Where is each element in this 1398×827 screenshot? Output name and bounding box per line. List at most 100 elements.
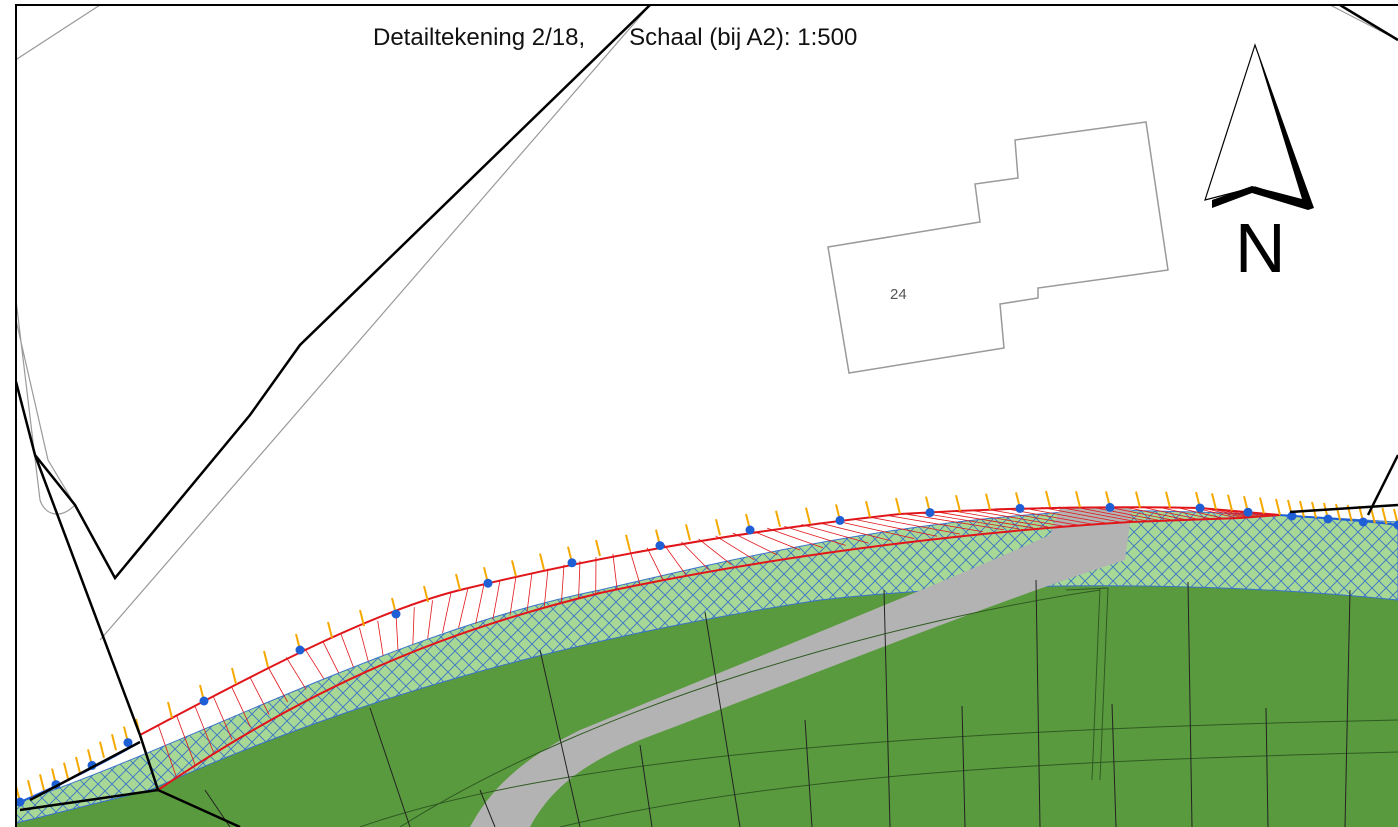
hatch-line <box>767 527 823 549</box>
survey-point <box>925 508 935 518</box>
hatch-line <box>427 600 433 639</box>
survey-point <box>1015 503 1025 513</box>
project-area <box>138 506 1281 792</box>
survey-point <box>16 797 25 807</box>
hatch-line <box>835 520 915 539</box>
hatch-line <box>1178 507 1225 519</box>
survey-point <box>567 558 577 568</box>
survey-point <box>199 696 209 706</box>
tick-mark <box>1335 503 1341 521</box>
tick-mark <box>327 621 333 639</box>
road <box>470 508 1132 827</box>
survey-point <box>1287 511 1297 521</box>
hatch-line <box>157 725 177 778</box>
hatch-line <box>377 620 384 656</box>
hatch-line <box>492 580 501 620</box>
tick-mark <box>685 524 691 541</box>
tick-mark <box>359 609 365 627</box>
hatch-line <box>322 641 339 674</box>
tick-mark <box>1259 497 1265 514</box>
survey-point <box>295 645 305 655</box>
tick-mark <box>423 585 429 603</box>
hatch-line <box>715 535 755 561</box>
hatch-line <box>1161 507 1212 520</box>
survey-point <box>835 515 845 525</box>
tick-mark <box>985 493 991 511</box>
hatch-line <box>852 518 938 537</box>
survey-point <box>745 525 755 535</box>
hatch-line <box>578 560 581 599</box>
survey-point <box>655 541 665 551</box>
hatch-line <box>732 532 778 556</box>
survey-point <box>391 609 401 619</box>
tick-mark <box>1275 498 1281 516</box>
tick-mark <box>715 518 721 536</box>
hatch-line <box>749 529 801 551</box>
hatch-line <box>938 511 1034 529</box>
hatch-line <box>681 541 709 570</box>
survey-point <box>483 578 493 588</box>
hatch-line <box>629 550 641 585</box>
hatch-line <box>543 568 549 607</box>
hatch-line <box>972 510 1064 527</box>
hatch-line <box>176 715 196 765</box>
hatch-line <box>801 524 869 544</box>
hatch-line <box>698 538 732 566</box>
survey-points <box>16 502 1398 807</box>
hatch-line <box>1205 508 1243 519</box>
tick-mark <box>263 650 269 668</box>
tick-mark <box>1381 507 1388 525</box>
hatch-line <box>475 584 485 624</box>
hatch-line <box>194 705 214 753</box>
tick-mark <box>1211 493 1217 510</box>
tick-mark <box>1299 500 1305 518</box>
tick-mark <box>1227 494 1233 512</box>
tick-mark <box>27 779 33 797</box>
tick-mark <box>1045 490 1051 508</box>
map-frame <box>15 4 1398 827</box>
north-arrow-icon: N <box>1204 43 1314 287</box>
sheet-number: Detailtekening 2/18, <box>373 24 586 51</box>
tick-mark <box>99 741 105 759</box>
cadastral-boundaries <box>16 5 1398 827</box>
hatch-line <box>989 509 1079 526</box>
hatch-line <box>1041 507 1123 523</box>
survey-point <box>123 738 133 748</box>
hatch-line <box>784 525 846 546</box>
hatch-line <box>1109 507 1175 521</box>
hatch-line <box>526 572 533 612</box>
survey-point <box>1243 507 1253 517</box>
north-letter: N <box>1235 209 1286 287</box>
survey-point <box>1358 517 1368 527</box>
tick-mark <box>865 500 871 518</box>
hatch-line <box>869 516 961 535</box>
drawing-title: Detailtekening 2/18, Schaal (bij A2): 1:5… <box>373 22 857 54</box>
survey-point <box>1393 520 1398 530</box>
lot-dividers <box>204 579 1351 827</box>
hatch-line <box>509 576 517 616</box>
hatch-line <box>1261 513 1267 516</box>
tick-mark <box>595 539 601 557</box>
tick-mark <box>1075 490 1081 508</box>
survey-point <box>1105 502 1115 512</box>
tick-mark <box>955 494 961 512</box>
hatch-line <box>1075 506 1149 522</box>
tick-mark <box>511 560 517 577</box>
hatch-line <box>442 593 452 633</box>
hatch-line <box>285 657 307 690</box>
tick-mark <box>805 507 811 524</box>
tick-mark <box>167 701 173 719</box>
hatch-line <box>663 544 687 575</box>
hatch-line <box>1253 513 1264 517</box>
tick-mark <box>111 733 117 751</box>
hatch-line <box>340 634 354 668</box>
hatch-line <box>304 648 325 679</box>
hatch-line <box>646 547 664 580</box>
house-outline <box>827 121 1169 374</box>
hatch-line <box>1058 506 1137 523</box>
tick-mark <box>625 534 631 552</box>
tick-mark <box>39 774 45 791</box>
hatch-line <box>1144 507 1200 520</box>
survey-point <box>1323 514 1333 524</box>
